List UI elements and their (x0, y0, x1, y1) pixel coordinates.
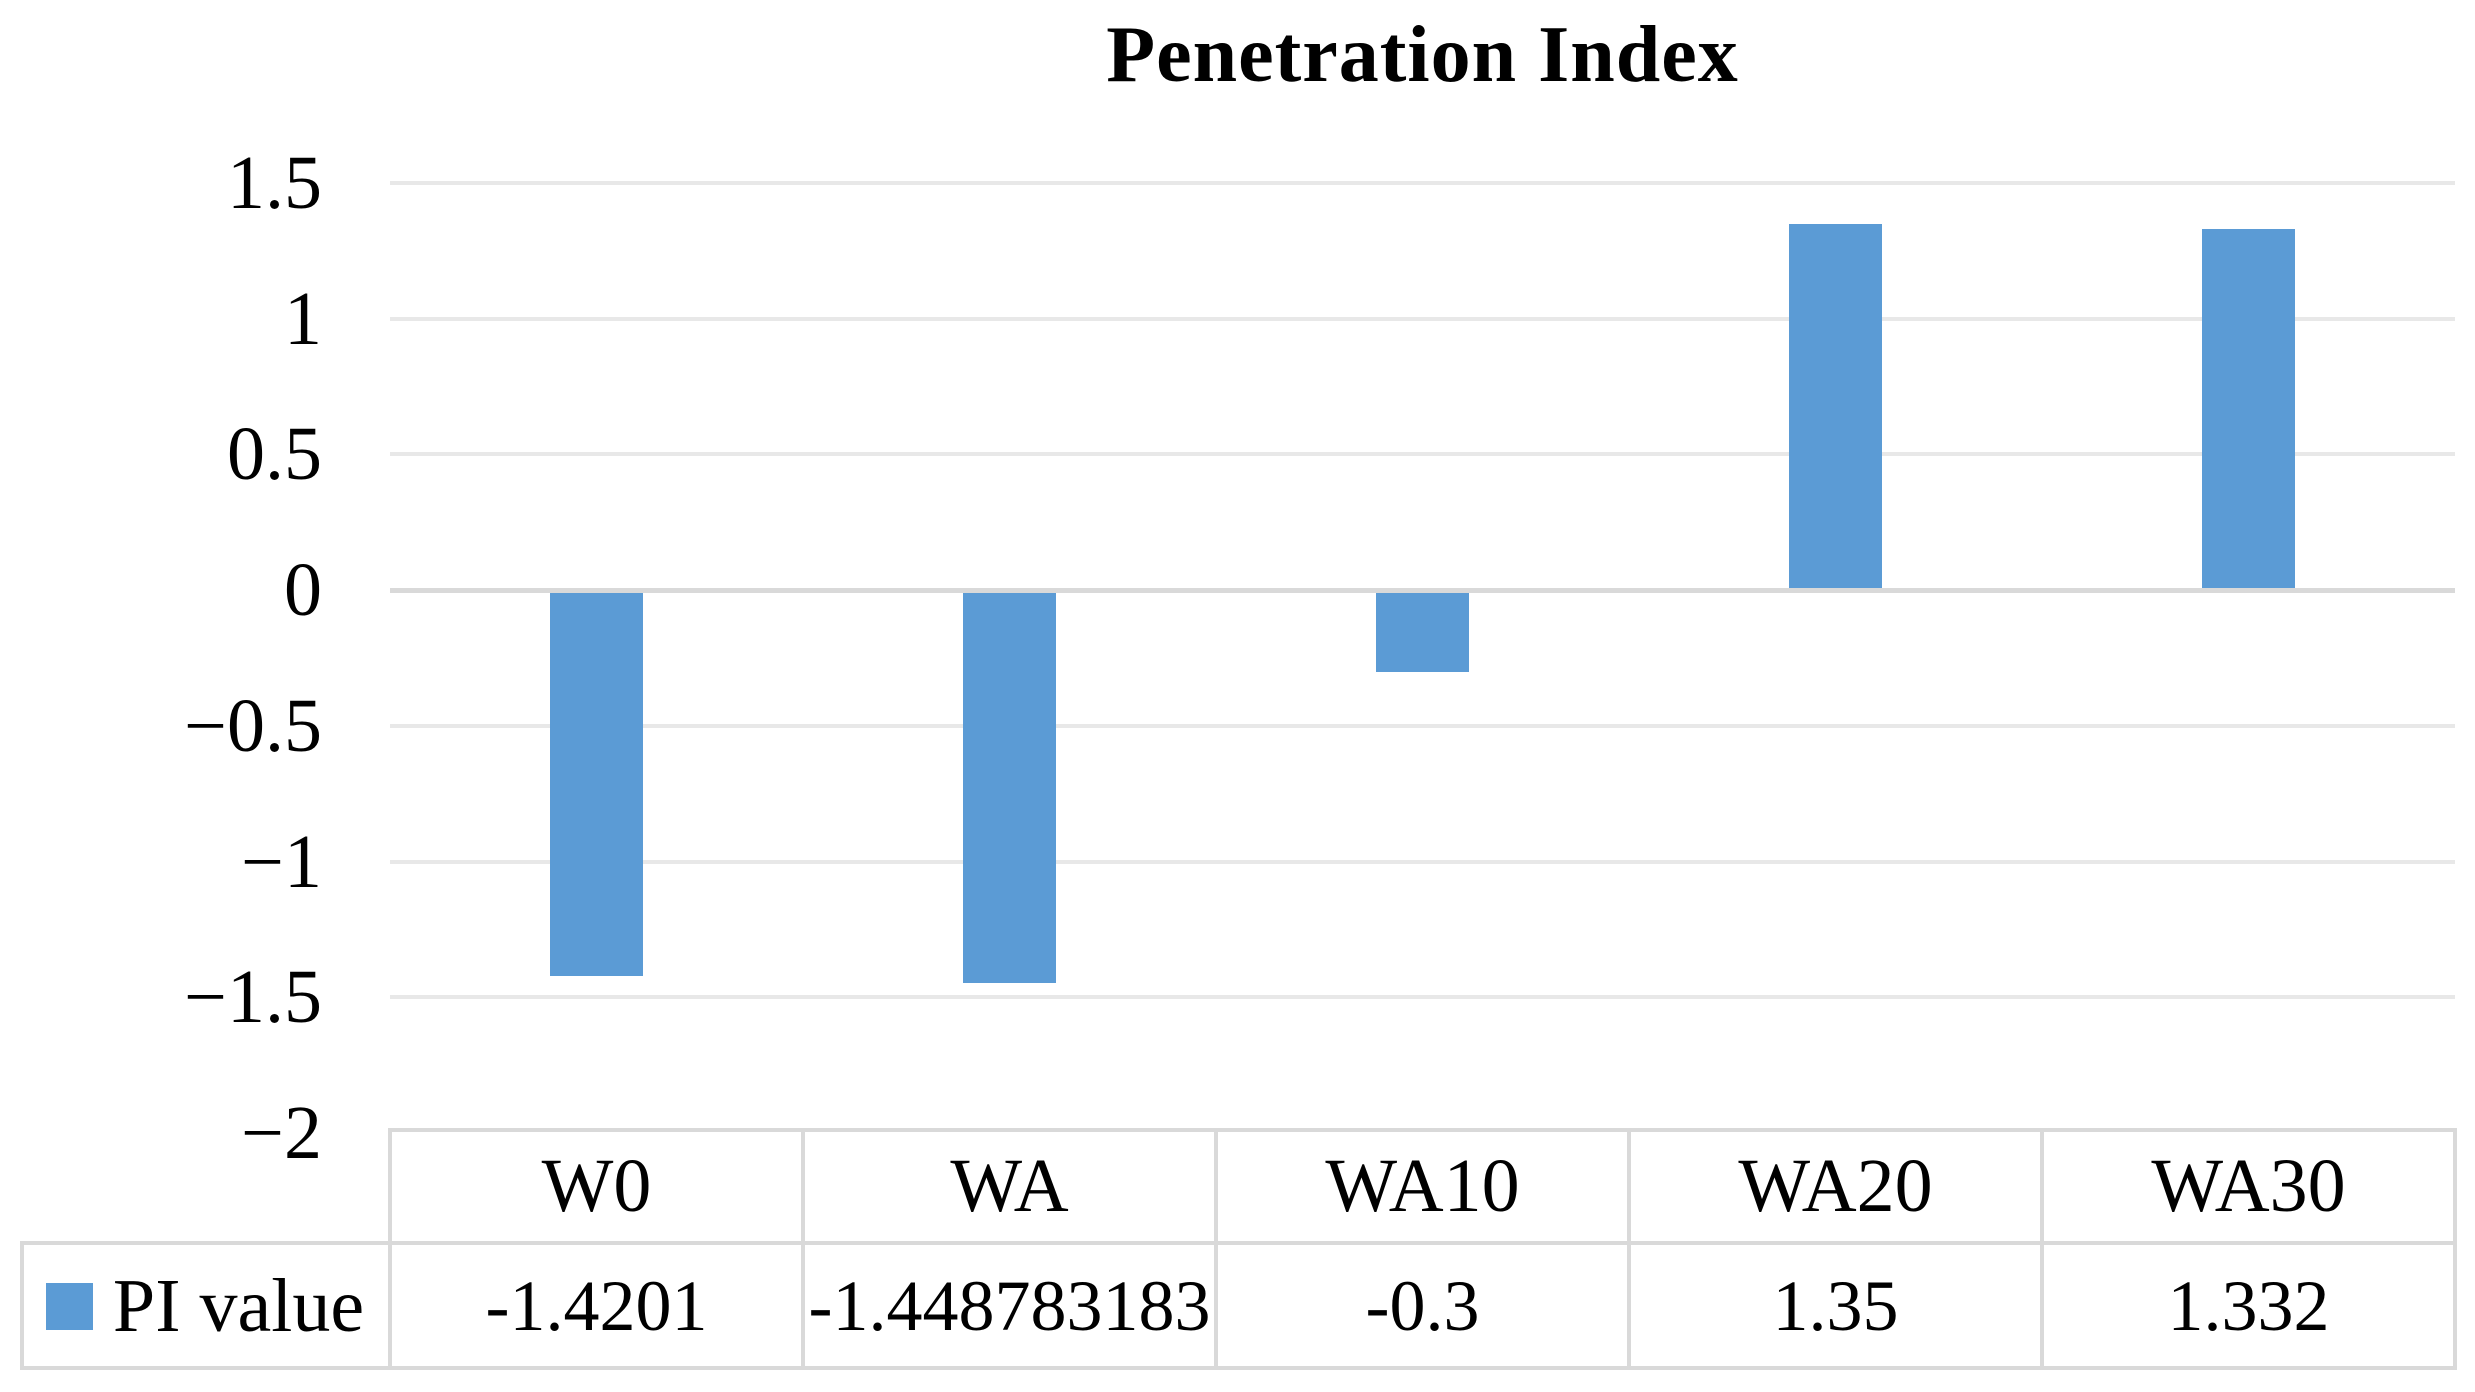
y-axis-tick-label: 0.5 (227, 412, 322, 497)
bar-WA30 (2202, 228, 2295, 591)
legend-cell: PI value (24, 1243, 386, 1370)
y-axis-tick-label: −2 (241, 1091, 322, 1175)
bar-WA10 (1376, 590, 1469, 672)
y-axis-tick-label: −1.5 (184, 955, 322, 1040)
table-values-border (20, 1241, 2457, 1370)
table-value-cell: 1.332 (2167, 1266, 2330, 1346)
chart-title: Penetration Index (1106, 11, 1739, 99)
table-category-cell: WA10 (1325, 1144, 1520, 1228)
zero-axis-line (390, 588, 2455, 594)
gridline (390, 181, 2455, 185)
gridline (390, 452, 2455, 457)
table-value-cell: -0.3 (1365, 1266, 1480, 1346)
table-category-cell: WA30 (2151, 1144, 2346, 1228)
legend-color-swatch-icon (45, 1283, 93, 1330)
y-axis-tick-label: −0.5 (184, 683, 322, 768)
gridline (390, 995, 2455, 1000)
table-column-border (1214, 1128, 1218, 1370)
y-axis-tick-label: 1.5 (227, 141, 322, 225)
gridline (390, 859, 2455, 864)
table-category-cell: W0 (541, 1144, 652, 1228)
y-axis-tick-label: 1 (284, 276, 322, 361)
bar-W0 (550, 590, 643, 976)
bar-WA20 (1789, 223, 1882, 591)
table-column-border (2040, 1128, 2044, 1370)
y-axis-tick-label: −1 (241, 819, 322, 904)
gridline (390, 723, 2455, 728)
table-column-border (801, 1128, 805, 1370)
gridline (390, 316, 2455, 321)
y-axis-tick-label: 0 (284, 548, 322, 633)
bar-WA (963, 590, 1056, 984)
table-category-cell: WA20 (1738, 1144, 1933, 1228)
table-category-cell: WA (950, 1144, 1069, 1228)
table-value-cell: -1.448783183 (808, 1266, 1211, 1346)
table-column-border (1627, 1128, 1631, 1370)
legend-label: PI value (112, 1264, 365, 1348)
table-column-border (388, 1241, 392, 1370)
table-value-cell: -1.4201 (485, 1266, 708, 1346)
table-value-cell: 1.35 (1772, 1266, 1899, 1346)
